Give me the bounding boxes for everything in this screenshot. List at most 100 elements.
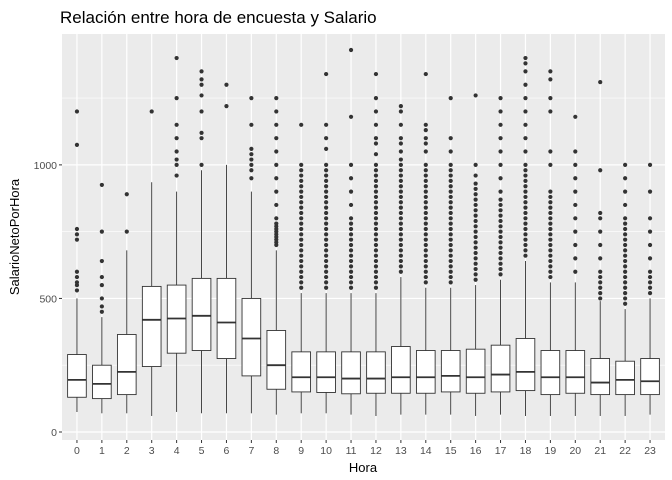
outlier-point	[348, 47, 354, 53]
outlier-point	[523, 205, 528, 210]
outlier-point	[548, 109, 553, 114]
outlier-point	[473, 256, 478, 261]
outlier-point	[373, 274, 379, 280]
outlier-point	[448, 264, 453, 269]
outlier-point	[299, 189, 304, 194]
outlier-point	[647, 216, 653, 221]
box-body	[141, 285, 162, 367]
box-hora-18	[515, 55, 536, 416]
outlier-point	[623, 237, 628, 242]
outlier-point	[647, 274, 653, 280]
outlier-point	[448, 168, 453, 173]
outlier-point	[548, 77, 553, 82]
outlier-point	[623, 232, 628, 237]
outlier-point	[548, 274, 553, 280]
outlier-point	[373, 141, 379, 146]
outlier-point	[647, 256, 653, 261]
outlier-point	[348, 274, 354, 280]
outlier-point	[224, 104, 229, 109]
outlier-point	[373, 200, 379, 205]
outlier-point	[249, 96, 254, 101]
outlier-point	[423, 258, 428, 264]
x-tick-label: 10	[320, 445, 332, 457]
outlier-point	[498, 136, 503, 141]
outlier-point	[398, 173, 403, 178]
outlier-point	[448, 173, 453, 178]
outlier-point	[573, 149, 578, 154]
outlier-point	[473, 218, 478, 224]
outlier-point	[373, 253, 379, 258]
outlier-point	[324, 122, 329, 127]
box-body	[391, 346, 411, 394]
outlier-point	[523, 253, 528, 258]
outlier-point	[324, 173, 329, 178]
outlier-point	[99, 182, 104, 188]
outlier-point	[373, 162, 379, 167]
outlier-point	[174, 173, 179, 178]
outlier-point	[324, 146, 329, 151]
outlier-point	[423, 274, 428, 280]
outlier-point	[299, 200, 304, 205]
outlier-point	[199, 130, 204, 135]
outlier-point	[448, 136, 453, 141]
outlier-point	[398, 242, 403, 248]
outlier-point	[423, 264, 428, 269]
box-hora-3	[141, 109, 162, 416]
outlier-point	[249, 162, 254, 167]
outlier-point	[373, 189, 379, 194]
outlier-point	[324, 189, 329, 194]
outlier-point	[647, 189, 653, 194]
outlier-point	[473, 229, 478, 234]
outlier-point	[498, 218, 503, 224]
outlier-point	[423, 242, 428, 248]
outlier-point	[523, 55, 528, 61]
y-tick-label: 0	[51, 427, 57, 439]
outlier-point	[398, 122, 403, 127]
x-axis-title: Hora	[349, 460, 378, 475]
x-tick-label: 6	[224, 445, 230, 457]
outlier-point	[473, 162, 478, 167]
x-tick-label: 11	[346, 445, 357, 457]
outlier-point	[423, 189, 428, 194]
outlier-point	[373, 205, 379, 210]
outlier-point	[324, 269, 329, 274]
x-tick-label: 7	[248, 445, 254, 457]
box-body	[515, 338, 536, 392]
x-tick-label: 12	[370, 445, 382, 457]
outlier-point	[324, 237, 329, 242]
box-body	[266, 330, 287, 390]
outlier-point	[623, 242, 628, 248]
outlier-point	[299, 173, 304, 178]
outlier-point	[548, 226, 553, 232]
outlier-point	[573, 216, 578, 221]
outlier-point	[398, 216, 403, 221]
outlier-point	[199, 82, 204, 87]
outlier-point	[423, 232, 428, 237]
outlier-point	[348, 242, 354, 248]
outlier-point	[598, 274, 603, 280]
outlier-point	[623, 274, 628, 280]
x-tick-label: 1	[99, 445, 105, 457]
outlier-point	[473, 186, 478, 192]
outlier-point	[548, 210, 553, 216]
outlier-point	[174, 55, 179, 61]
outlier-point	[398, 109, 403, 114]
outlier-point	[498, 261, 503, 266]
outlier-point	[623, 221, 628, 226]
outlier-point	[324, 210, 329, 216]
outlier-point	[448, 221, 453, 226]
outlier-point	[623, 285, 628, 290]
box-hora-2	[116, 192, 137, 414]
x-tick-label: 0	[74, 445, 80, 457]
outlier-point	[199, 136, 204, 141]
outlier-point	[324, 232, 329, 237]
outlier-point	[423, 122, 428, 127]
outlier-point	[498, 256, 503, 261]
outlier-point	[373, 280, 379, 285]
outlier-point	[348, 176, 354, 181]
outlier-point	[623, 264, 628, 269]
x-tick-label: 15	[445, 445, 457, 457]
outlier-point	[299, 162, 304, 167]
outlier-point	[74, 232, 80, 237]
